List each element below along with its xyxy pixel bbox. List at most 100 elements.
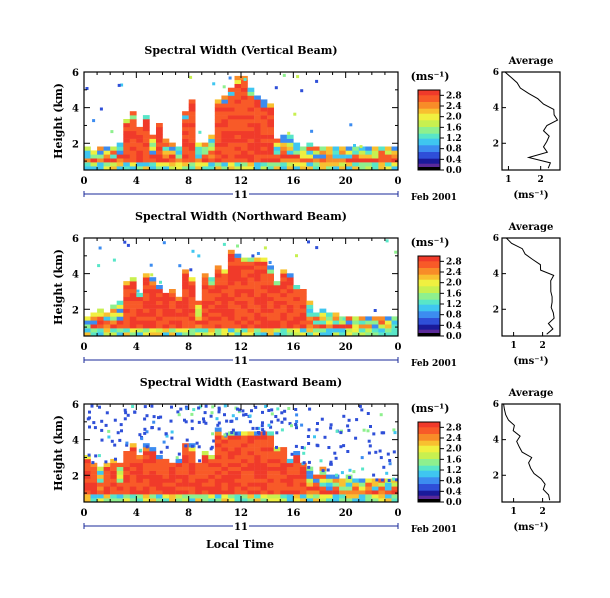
heatmap-cell [267,301,274,305]
heatmap-cell [293,162,300,166]
heatmap-cell [300,486,307,490]
heatmap-cell [261,309,268,313]
heatmap-cell [294,408,297,411]
heatmap-cell [300,150,307,154]
colorbar-tick-label: 1.6 [446,123,462,133]
heatmap-cell [261,277,268,281]
heatmap-cell [315,246,318,249]
heatmap-cell [235,107,242,111]
heatmap-cell [268,424,271,427]
heatmap-cell [176,410,179,413]
heatmap-cell [91,461,94,464]
heatmap-cell [248,301,255,305]
heatmap-cell [149,281,156,285]
heatmap-cell [221,107,228,111]
heatmap-cell [84,459,91,463]
heatmap-cell [210,415,213,418]
heatmap-cell [307,435,310,438]
heatmap-cell [84,467,91,471]
heatmap-cell [156,490,163,494]
heatmap-cell [293,289,300,293]
heatmap-cell [215,443,222,447]
heatmap-cell [228,459,235,463]
heatmap-cell [130,482,137,486]
heatmap-cell [283,418,286,421]
heatmap-cell [215,471,222,475]
heatmap-cell [274,471,281,475]
heatmap-cell [130,305,137,309]
heatmap-cell [254,281,261,285]
heatmap-cell [293,324,300,328]
heatmap-cell [170,406,173,409]
heatmap-cell [182,305,189,309]
heatmap-cell [261,289,268,293]
heatmap-cell [367,429,370,432]
heatmap-cell [169,467,176,471]
heatmap-cell [189,277,196,281]
heatmap-cell [293,459,300,463]
heatmap-cell [208,455,215,459]
heatmap-cell [87,417,90,420]
heatmap-cell [339,162,346,166]
heatmap-cell [372,320,379,324]
heatmap-cell [131,405,134,408]
heatmap-cell [182,467,189,471]
colorbar-tick-label: 0.0 [446,498,462,508]
heatmap-cell [189,309,196,313]
heatmap-cell [267,111,274,115]
heatmap-cell [215,123,222,127]
heatmap-cell [280,463,287,467]
heatmap-cell [143,479,150,483]
heatmap-cell [313,482,320,486]
heatmap-cell [274,490,281,494]
heatmap-cell [84,463,91,467]
heatmap-cell [215,154,222,158]
heatmap-cell [241,479,248,483]
heatmap-cell [235,479,242,483]
heatmap-cell [221,297,228,301]
heatmap-cell [176,305,183,309]
heatmap-cell [189,320,196,324]
heatmap-cell [143,281,150,285]
heatmap-cell [291,453,294,456]
heatmap-cell [385,472,388,475]
heatmap-cell [104,324,111,328]
heatmap-cell [221,103,228,107]
heatmap-cell [316,428,319,431]
heatmap-cell [228,103,235,107]
heatmap-cell [333,482,340,486]
heatmap-cell [228,281,235,285]
heatmap-cell [215,459,222,463]
heatmap-cell [378,494,385,498]
x-tick-label: 20 [339,176,353,187]
heatmap-cell [267,103,274,107]
heatmap-cell [248,115,255,119]
heatmap-cell [189,127,196,131]
heatmap-cell [339,494,346,498]
heatmap-cell [117,486,124,490]
heatmap-cell [182,447,189,451]
heatmap-cell [208,305,215,309]
heatmap-cell [221,305,228,309]
heatmap-cell [254,406,257,409]
heatmap-cell [241,277,248,281]
heatmap-cell [280,135,287,139]
heatmap-cell [248,482,255,486]
heatmap-cell [254,150,261,154]
heatmap-cell [254,490,261,494]
heatmap-cell [215,115,222,119]
heatmap-cell [163,320,170,324]
heatmap-cell [333,452,336,455]
x-tick-label: 16 [286,176,300,187]
heatmap-cell [306,309,313,313]
heatmap-cell [149,139,156,143]
heatmap-cell [300,471,307,475]
heatmap-cell [215,158,222,162]
x-tick-label: 20 [339,342,353,353]
heatmap-cell [287,277,294,281]
heatmap-cell [179,408,182,411]
heatmap-cell [287,316,294,320]
heatmap-cell [257,252,260,255]
heatmap-cell [163,463,170,467]
heatmap-cell [393,450,396,453]
